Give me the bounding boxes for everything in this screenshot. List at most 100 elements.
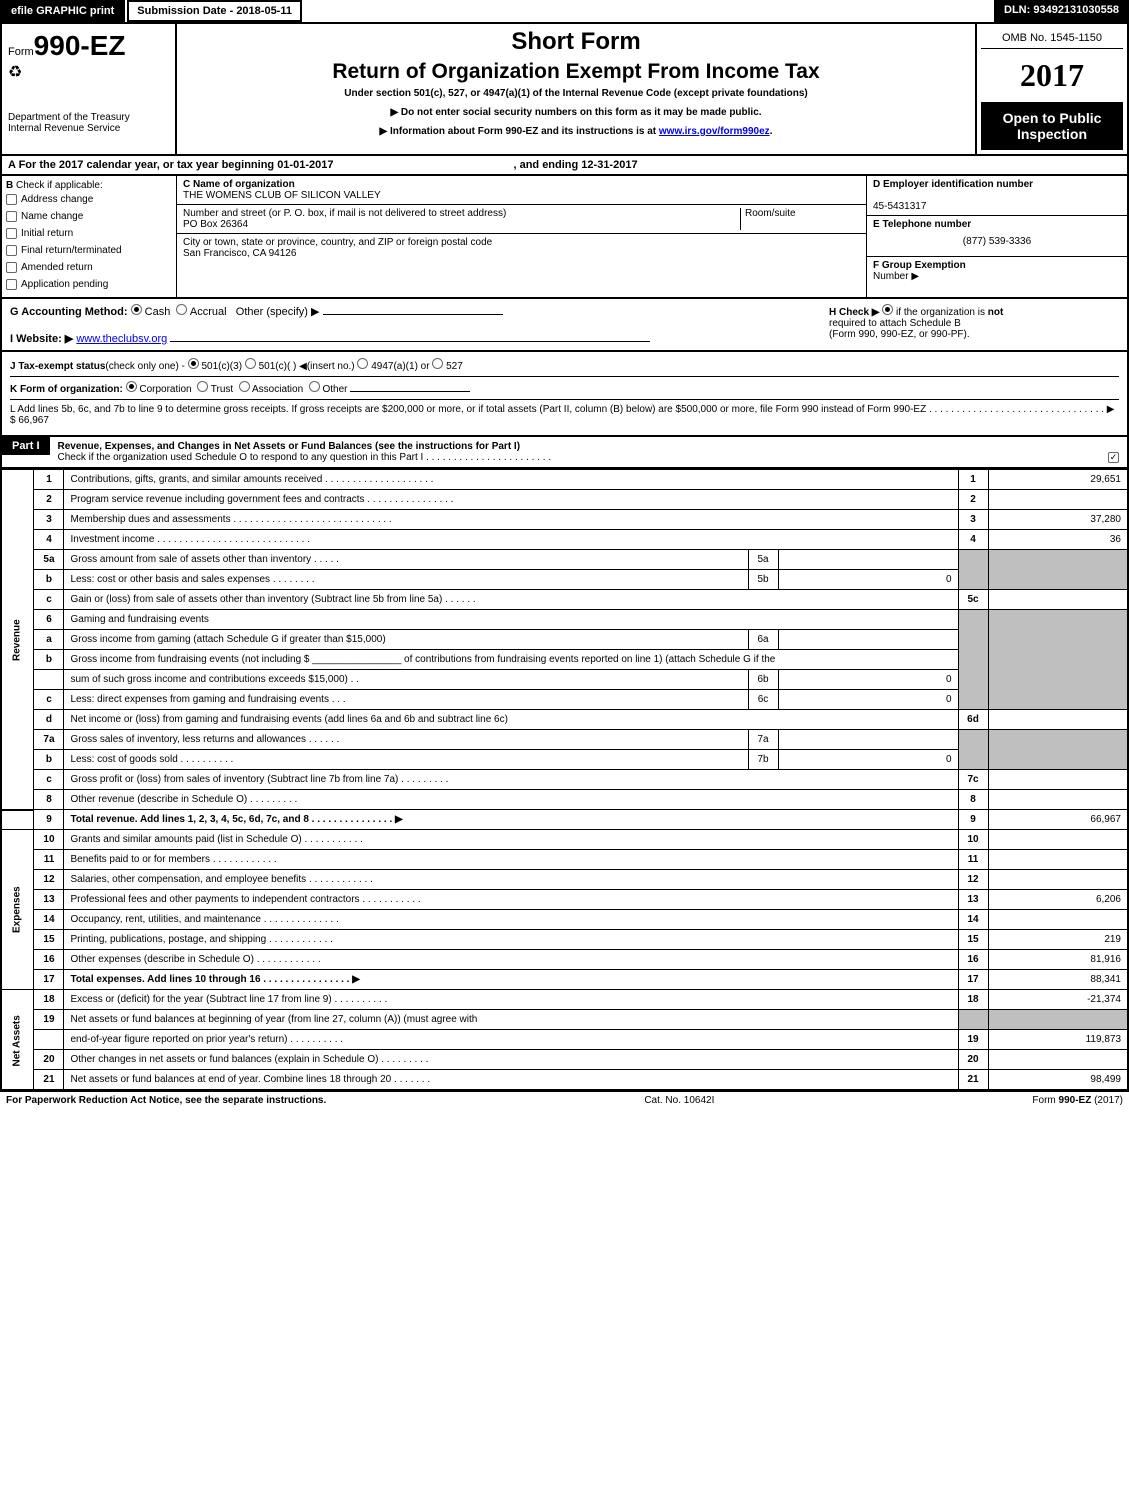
form-number: Form990-EZ bbox=[8, 30, 169, 62]
footer-left: For Paperwork Reduction Act Notice, see … bbox=[6, 1095, 326, 1106]
line-17-text: Total expenses. Add lines 10 through 16 … bbox=[64, 970, 958, 990]
website-link[interactable]: www.theclubsv.org bbox=[76, 333, 167, 345]
line-5c-text: Gain or (loss) from sale of assets other… bbox=[64, 590, 958, 610]
line-7b-ref: 7b bbox=[748, 750, 778, 770]
table-row: d Net income or (loss) from gaming and f… bbox=[1, 710, 1128, 730]
instructions-link[interactable]: www.irs.gov/form990ez bbox=[659, 126, 770, 137]
line-18-val: -21,374 bbox=[988, 990, 1128, 1010]
note-info-prefix: ▶ Information about Form 990-EZ and its … bbox=[380, 126, 659, 137]
grey-cell bbox=[958, 550, 988, 590]
grey-cell bbox=[958, 1010, 988, 1030]
radio-corporation[interactable] bbox=[126, 381, 137, 392]
line-10-ref: 10 bbox=[958, 830, 988, 850]
h-label: H Check ▶ bbox=[829, 307, 879, 318]
line-16-val: 81,916 bbox=[988, 950, 1128, 970]
line-5a-num: 5a bbox=[34, 550, 64, 570]
line-15-val: 219 bbox=[988, 930, 1128, 950]
line-16-num: 16 bbox=[34, 950, 64, 970]
col-b: B Check if applicable: Address change Na… bbox=[2, 176, 177, 297]
checkbox-address-change[interactable] bbox=[6, 194, 17, 205]
table-row: 7a Gross sales of inventory, less return… bbox=[1, 730, 1128, 750]
line-6a-num: a bbox=[34, 630, 64, 650]
col-c: C Name of organization THE WOMENS CLUB O… bbox=[177, 176, 867, 297]
radio-cash[interactable] bbox=[131, 304, 142, 315]
open-to-public: Open to Public Inspection bbox=[981, 102, 1123, 150]
radio-trust[interactable] bbox=[197, 381, 208, 392]
line-3-ref: 3 bbox=[958, 510, 988, 530]
line-20-num: 20 bbox=[34, 1050, 64, 1070]
part-i-title: Revenue, Expenses, and Changes in Net As… bbox=[58, 441, 521, 452]
line-19b-text: end-of-year figure reported on prior yea… bbox=[64, 1030, 958, 1050]
checkbox-name-change[interactable] bbox=[6, 211, 17, 222]
line-3-val: 37,280 bbox=[988, 510, 1128, 530]
j-note: (check only one) - bbox=[105, 361, 184, 372]
grey-cell bbox=[958, 730, 988, 770]
table-row: c Gross profit or (loss) from sales of i… bbox=[1, 770, 1128, 790]
radio-501c3[interactable] bbox=[188, 358, 199, 369]
label-501c3: 501(c)(3) bbox=[201, 361, 242, 372]
line-l: L Add lines 5b, 6c, and 7b to line 9 to … bbox=[10, 400, 1119, 430]
line-5b-val: 0 bbox=[778, 570, 958, 590]
department-label: Department of the Treasury Internal Reve… bbox=[8, 82, 169, 134]
short-form-title: Short Form bbox=[185, 28, 967, 56]
radio-other-org[interactable] bbox=[309, 381, 320, 392]
form-header: Form990-EZ ♻ Department of the Treasury … bbox=[0, 22, 1129, 156]
radio-4947[interactable] bbox=[357, 358, 368, 369]
line-1-val: 29,651 bbox=[988, 470, 1128, 490]
line-17-val: 88,341 bbox=[988, 970, 1128, 990]
table-row: 21 Net assets or fund balances at end of… bbox=[1, 1070, 1128, 1091]
label-4947: 4947(a)(1) or bbox=[371, 361, 429, 372]
table-row: 16 Other expenses (describe in Schedule … bbox=[1, 950, 1128, 970]
line-18-num: 18 bbox=[34, 990, 64, 1010]
line-6d-ref: 6d bbox=[958, 710, 988, 730]
checkbox-final-return[interactable] bbox=[6, 245, 17, 256]
line-5a-val bbox=[778, 550, 958, 570]
line-6b-text: Gross income from fundraising events (no… bbox=[64, 650, 958, 670]
line-6c-num: c bbox=[34, 690, 64, 710]
line-6bs-val: 0 bbox=[778, 670, 958, 690]
radio-accrual[interactable] bbox=[176, 304, 187, 315]
line-8-ref: 8 bbox=[958, 790, 988, 810]
line-6bs-text: sum of such gross income and contributio… bbox=[64, 670, 748, 690]
label-application-pending: Application pending bbox=[21, 279, 108, 290]
i-label: I Website: ▶ bbox=[10, 333, 73, 345]
label-corp: Corporation bbox=[139, 384, 191, 395]
line-a-begin: A For the 2017 calendar year, or tax yea… bbox=[8, 159, 333, 171]
table-row: 19 Net assets or fund balances at beginn… bbox=[1, 1010, 1128, 1030]
label-accrual: Accrual bbox=[190, 306, 227, 318]
radio-501c[interactable] bbox=[245, 358, 256, 369]
line-15-text: Printing, publications, postage, and shi… bbox=[64, 930, 958, 950]
table-row: 9 Total revenue. Add lines 1, 2, 3, 4, 5… bbox=[1, 810, 1128, 830]
checkbox-application-pending[interactable] bbox=[6, 279, 17, 290]
radio-h-check[interactable] bbox=[882, 304, 893, 315]
note-info: ▶ Information about Form 990-EZ and its … bbox=[185, 126, 967, 137]
return-title: Return of Organization Exempt From Incom… bbox=[185, 60, 967, 84]
line-6-num: 6 bbox=[34, 610, 64, 630]
line-a-end: , and ending 12-31-2017 bbox=[513, 159, 637, 171]
line-20-text: Other changes in net assets or fund bala… bbox=[64, 1050, 958, 1070]
checkbox-amended-return[interactable] bbox=[6, 262, 17, 273]
radio-association[interactable] bbox=[239, 381, 250, 392]
line-7b-text: Less: cost of goods sold . . . . . . . .… bbox=[64, 750, 748, 770]
radio-527[interactable] bbox=[432, 358, 443, 369]
line-14-text: Occupancy, rent, utilities, and maintena… bbox=[64, 910, 958, 930]
checkbox-initial-return[interactable] bbox=[6, 228, 17, 239]
line-13-val: 6,206 bbox=[988, 890, 1128, 910]
line-6c-text: Less: direct expenses from gaming and fu… bbox=[64, 690, 748, 710]
table-row: 6 Gaming and fundraising events bbox=[1, 610, 1128, 630]
line-21-num: 21 bbox=[34, 1070, 64, 1091]
line-12-ref: 12 bbox=[958, 870, 988, 890]
line-7b-val: 0 bbox=[778, 750, 958, 770]
other-method-input[interactable] bbox=[323, 314, 503, 315]
line-7b-num: b bbox=[34, 750, 64, 770]
line-6a-val bbox=[778, 630, 958, 650]
line-5a-ref: 5a bbox=[748, 550, 778, 570]
submission-date: Submission Date - 2018-05-11 bbox=[127, 0, 302, 22]
street-label: Number and street (or P. O. box, if mail… bbox=[183, 208, 506, 219]
line-4-ref: 4 bbox=[958, 530, 988, 550]
line-10-text: Grants and similar amounts paid (list in… bbox=[64, 830, 958, 850]
line-5c-ref: 5c bbox=[958, 590, 988, 610]
line-6-text: Gaming and fundraising events bbox=[64, 610, 958, 630]
efile-print-button[interactable]: efile GRAPHIC print bbox=[0, 0, 125, 22]
checkbox-schedule-o[interactable] bbox=[1108, 452, 1119, 463]
